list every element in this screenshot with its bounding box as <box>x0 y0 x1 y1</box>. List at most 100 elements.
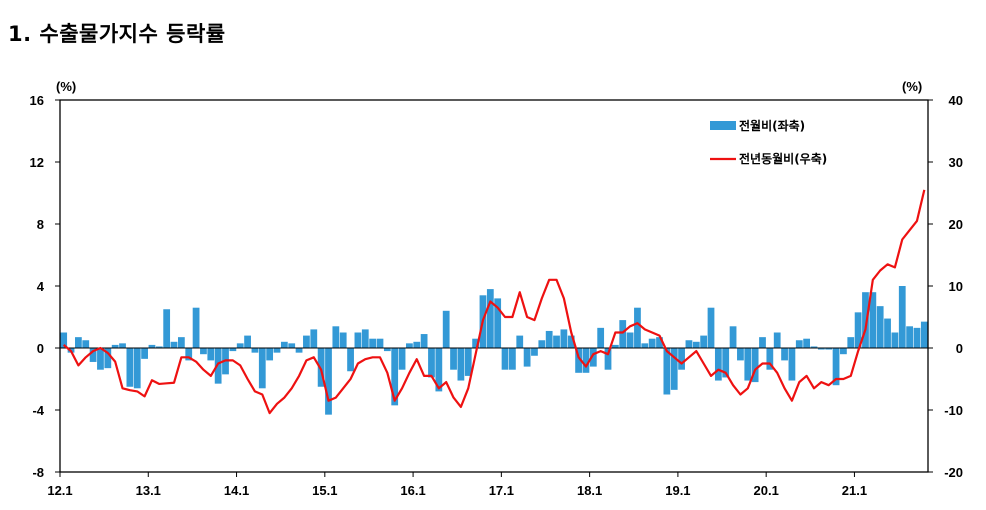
bar <box>119 343 126 348</box>
bar <box>538 340 546 348</box>
bar <box>847 337 855 348</box>
bar <box>685 340 693 348</box>
legend-label-bar: 전월비(좌축) <box>739 118 805 133</box>
left-axis-ticks: 16 12 8 4 0 -4 -8 <box>30 93 60 480</box>
bar <box>406 343 413 348</box>
bar <box>332 326 340 348</box>
series-line <box>62 189 926 415</box>
bar <box>854 312 862 348</box>
bar <box>229 348 237 352</box>
bar <box>567 335 575 348</box>
left-tick-label: 0 <box>37 341 44 356</box>
bar <box>575 348 582 373</box>
bar <box>133 348 141 389</box>
bar <box>714 348 722 381</box>
bar <box>832 348 840 386</box>
bar <box>244 335 251 348</box>
bar <box>177 337 185 348</box>
bar <box>126 348 134 387</box>
bar <box>200 348 207 355</box>
bar <box>516 335 524 348</box>
bar <box>258 348 266 389</box>
bar <box>869 292 877 348</box>
x-tick-label: 16.1 <box>400 483 425 498</box>
bar <box>354 332 362 348</box>
left-tick-label: -4 <box>32 403 44 418</box>
bar <box>376 338 384 348</box>
bar <box>619 320 627 348</box>
bar <box>339 332 347 348</box>
bar <box>413 341 421 348</box>
bar <box>545 330 553 348</box>
right-tick-label: -20 <box>944 465 963 480</box>
bar <box>862 292 869 348</box>
bar <box>913 327 921 348</box>
left-tick-label: 8 <box>37 217 44 232</box>
bar <box>75 337 82 348</box>
bar <box>501 348 509 370</box>
left-tick-label: 12 <box>30 155 44 170</box>
bar <box>60 332 68 348</box>
bar <box>700 335 708 348</box>
x-tick-label: 12.1 <box>47 483 72 498</box>
bar <box>692 341 700 348</box>
bar <box>391 348 399 406</box>
bar <box>656 337 663 348</box>
bar <box>347 348 354 372</box>
page-title: 1. 수출물가지수 등락률 <box>8 22 226 46</box>
bar <box>207 348 215 361</box>
bar <box>803 338 811 348</box>
bar <box>236 343 244 348</box>
bar <box>442 310 450 348</box>
bar <box>170 341 178 348</box>
bar <box>295 348 303 353</box>
bar <box>751 348 759 383</box>
bar <box>597 327 605 348</box>
bar <box>369 338 377 348</box>
bar <box>509 348 516 370</box>
x-tick-label: 15.1 <box>312 483 337 498</box>
left-tick-label: 4 <box>37 279 45 294</box>
bar <box>472 338 479 348</box>
x-tick-label: 19.1 <box>665 483 690 498</box>
bar <box>163 309 171 348</box>
bar <box>97 348 104 370</box>
right-tick-label: 10 <box>949 279 963 294</box>
bar <box>737 348 744 361</box>
bar <box>729 326 737 348</box>
right-tick-label: -10 <box>944 403 963 418</box>
bar <box>641 343 649 348</box>
bar <box>810 346 818 348</box>
bar <box>288 343 296 348</box>
bar <box>155 346 163 348</box>
right-tick-label: 20 <box>949 217 963 232</box>
bar <box>589 348 597 367</box>
bar <box>89 348 97 362</box>
bar <box>523 348 531 367</box>
bar <box>611 344 619 348</box>
left-tick-label: 16 <box>30 93 44 108</box>
bar <box>111 344 119 348</box>
bar <box>788 348 796 381</box>
bar <box>898 286 906 348</box>
x-tick-label: 21.1 <box>842 483 867 498</box>
bar <box>840 348 847 355</box>
bar <box>310 329 318 348</box>
bar <box>825 348 833 350</box>
bar <box>582 348 590 373</box>
bar <box>383 348 391 352</box>
bar <box>817 348 825 350</box>
left-axis-unit: (%) <box>56 79 76 94</box>
bar <box>192 307 200 348</box>
bar <box>891 332 899 348</box>
bar <box>663 348 671 395</box>
bar <box>420 334 428 348</box>
bar <box>707 307 715 348</box>
bar <box>435 348 443 392</box>
bar <box>361 329 369 348</box>
bar <box>266 348 274 361</box>
x-tick-label: 20.1 <box>754 483 779 498</box>
legend: 전월비(좌축) 전년동월비(우축) <box>710 118 827 166</box>
bar <box>450 348 457 370</box>
bar <box>795 340 803 348</box>
